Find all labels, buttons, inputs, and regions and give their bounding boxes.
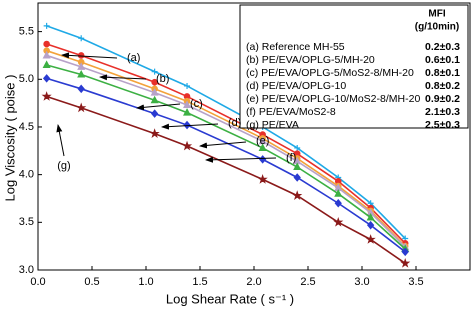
marker xyxy=(43,22,50,29)
x-axis-label: Log Shear Rate ( s⁻¹ ) xyxy=(166,291,294,306)
marker xyxy=(149,128,160,138)
legend-header: MFI xyxy=(428,9,445,20)
marker xyxy=(366,212,375,221)
marker xyxy=(294,144,301,151)
mfi-value: 0.9±0.2 xyxy=(425,93,460,105)
x-tick-label: 0.5 xyxy=(84,276,99,288)
legend-entry: (c) PE/EVA/OPLG-5/MoS2-8/MH-20 xyxy=(246,67,414,79)
marker xyxy=(334,189,343,197)
marker xyxy=(77,69,86,78)
marker xyxy=(150,95,159,104)
annotation-arrow xyxy=(205,156,277,163)
y-axis-label: Log Viscosity ( poise ) xyxy=(2,75,17,202)
y-tick-label: 5.0 xyxy=(19,73,34,85)
marker xyxy=(150,109,159,118)
marker xyxy=(181,140,193,151)
legend-entry: (a) Reference MH-55 xyxy=(246,41,345,53)
marker xyxy=(77,62,86,70)
marker xyxy=(183,108,192,116)
x-tick-label: 1.0 xyxy=(138,276,153,288)
y-tick-label: 5.5 xyxy=(19,26,34,38)
legend-entry: (b) PE/EVA/OPLG-5/MH-20 xyxy=(246,54,375,66)
legend-header: (g/10min) xyxy=(415,22,459,33)
x-tick-label: 2.5 xyxy=(300,276,315,288)
legend-box xyxy=(239,4,469,129)
marker xyxy=(334,198,342,208)
marker xyxy=(41,91,52,101)
marker xyxy=(151,78,158,86)
marker xyxy=(43,40,50,48)
x-tick-label: 0.0 xyxy=(30,276,45,288)
marker xyxy=(365,234,376,244)
legend-entry: (d) PE/EVA/OPLG-10 xyxy=(246,80,346,92)
annotation: (a) xyxy=(127,52,140,64)
mfi-value: 0.8±0.2 xyxy=(425,80,460,92)
annotation: (c) xyxy=(190,98,203,110)
marker xyxy=(42,50,51,59)
marker xyxy=(42,74,51,83)
marker xyxy=(333,216,344,227)
marker xyxy=(293,173,301,182)
marker xyxy=(183,120,191,130)
annotation-arrow xyxy=(61,52,118,59)
y-tick-label: 4.0 xyxy=(19,169,34,181)
mfi-value: 0.6±0.1 xyxy=(425,54,460,66)
marker xyxy=(76,102,87,113)
legend-entry: (f) PE/EVA/MoS2-8 xyxy=(246,106,336,118)
marker xyxy=(150,88,159,96)
y-tick-label: 3.5 xyxy=(19,216,34,228)
legend-entry: (e) PE/EVA/OPLG-10/MoS2-8/MH-20 xyxy=(246,93,420,105)
marker xyxy=(258,155,267,164)
annotation-arrow xyxy=(199,141,247,149)
marker xyxy=(258,143,267,151)
annotation: (d) xyxy=(228,117,241,129)
x-tick-label: 3.5 xyxy=(408,276,423,288)
mfi-value: 0.8±0.1 xyxy=(425,67,460,79)
marker xyxy=(366,220,375,230)
marker xyxy=(292,190,303,200)
marker xyxy=(42,60,51,68)
marker xyxy=(293,162,302,171)
marker xyxy=(257,174,268,184)
x-tick-label: 3.0 xyxy=(354,276,369,288)
annotation: (g) xyxy=(57,160,70,172)
marker xyxy=(184,82,191,89)
annotation: (e) xyxy=(256,135,269,147)
y-tick-label: 4.5 xyxy=(19,121,34,133)
x-tick-label: 1.5 xyxy=(192,276,207,288)
marker xyxy=(78,35,85,42)
annotation-arrow xyxy=(99,74,147,81)
marker xyxy=(400,257,411,268)
marker xyxy=(77,84,85,94)
marker xyxy=(183,100,192,109)
mfi-value: 0.2±0.3 xyxy=(425,41,460,53)
mfi-value: 2.1±0.3 xyxy=(425,106,460,118)
annotation: (f) xyxy=(286,152,296,164)
annotation-arrow xyxy=(161,123,219,130)
marker xyxy=(151,68,158,75)
y-tick-label: 3.0 xyxy=(19,264,34,276)
x-tick-label: 2.0 xyxy=(246,276,261,288)
marker xyxy=(401,247,409,257)
annotation: (b) xyxy=(156,73,169,85)
mfi-value: 2.5±0.3 xyxy=(425,119,460,131)
annotation-arrow xyxy=(56,124,65,157)
annotation-arrow xyxy=(136,103,181,111)
legend-entry: (g) PE/EVA xyxy=(246,119,299,131)
